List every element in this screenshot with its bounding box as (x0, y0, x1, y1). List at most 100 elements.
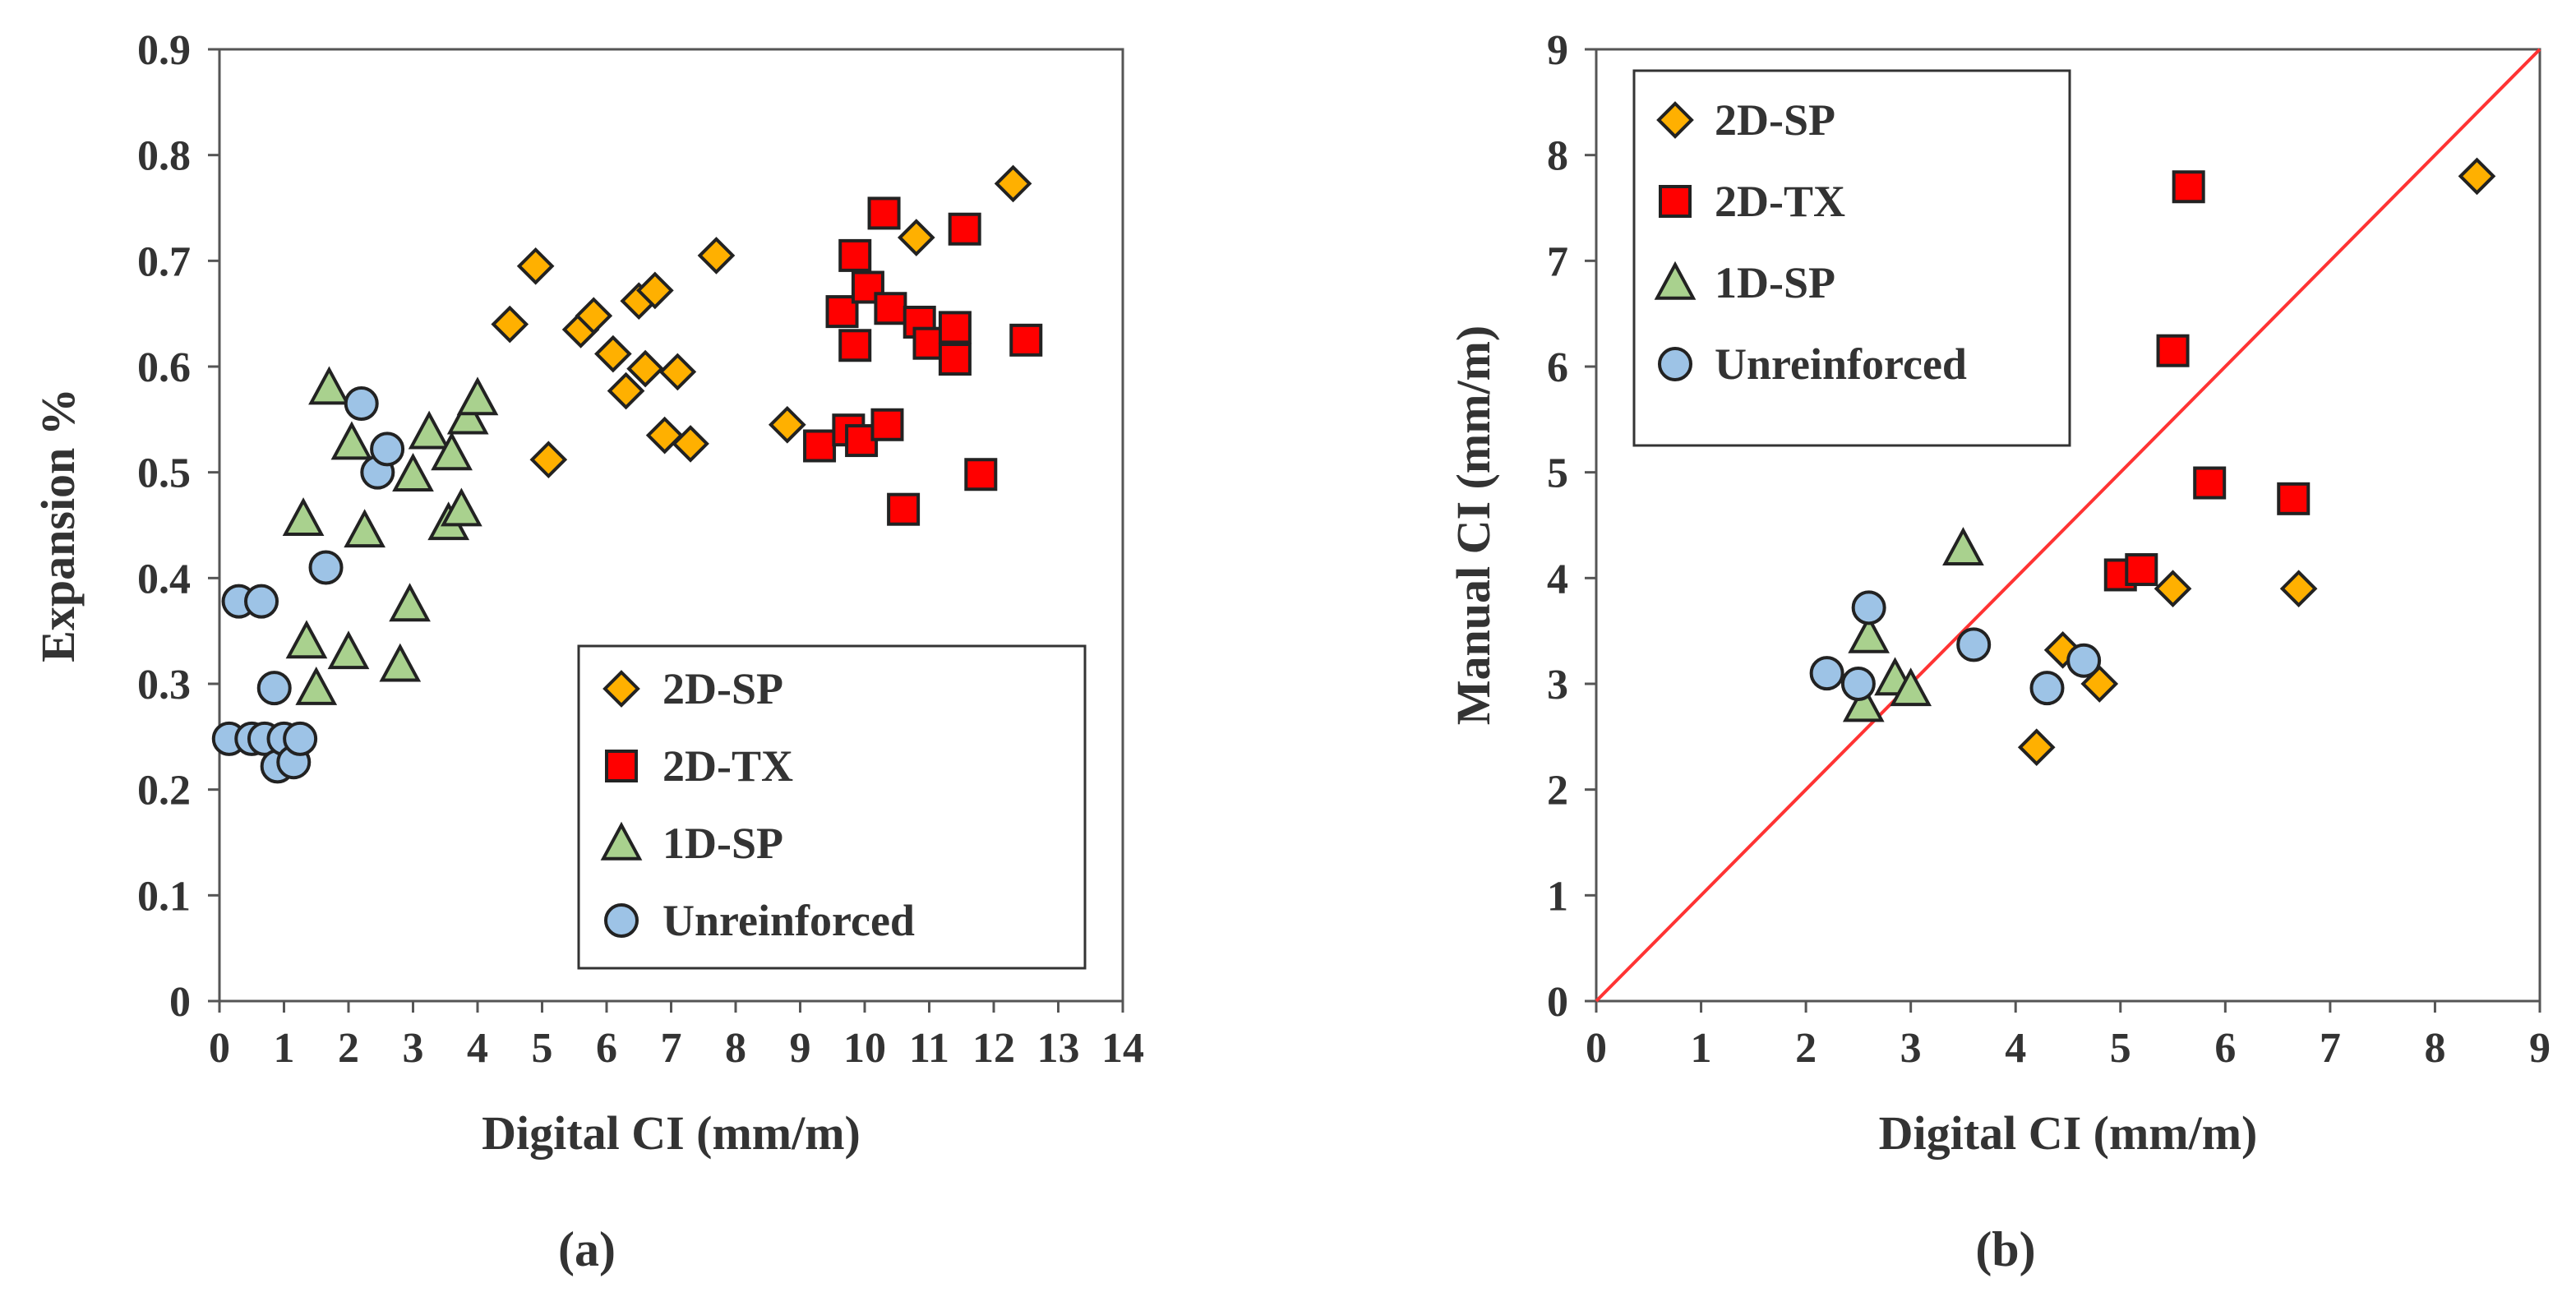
legend-marker (600, 821, 643, 861)
series-2d-tx (2103, 170, 2311, 592)
data-point (370, 431, 405, 467)
data-point (2279, 570, 2318, 608)
x-tick-label: 0 (209, 1025, 230, 1072)
panel-label: (b) (1975, 1222, 2035, 1276)
y-tick-label: 8 (1547, 133, 1568, 180)
data-point (392, 453, 434, 491)
x-axis-title: Digital CI (mm/m) (482, 1106, 861, 1160)
y-tick-label: 5 (1547, 450, 1568, 497)
data-point (768, 405, 806, 444)
reference-line (1595, 48, 2541, 1003)
data-point (1009, 323, 1043, 357)
y-tick-label: 9 (1547, 27, 1568, 74)
legend-label: 1D-SP (662, 819, 783, 868)
data-point (344, 386, 379, 422)
x-tick-label: 7 (661, 1025, 682, 1072)
data-point (867, 196, 901, 230)
legend-label: Unreinforced (662, 896, 915, 945)
legend-label: Unreinforced (1715, 339, 1967, 389)
y-tick-label: 0.7 (137, 238, 191, 285)
data-point (2154, 570, 2192, 608)
x-tick-label: 1 (274, 1025, 295, 1072)
legend-marker (605, 750, 638, 782)
data-point (874, 292, 907, 325)
data-point (244, 584, 279, 619)
data-point (308, 550, 344, 585)
legend-marker (1658, 347, 1692, 381)
x-tick-label: 6 (596, 1025, 617, 1072)
data-point (491, 305, 529, 344)
data-point (658, 353, 697, 391)
y-tick-label: 6 (1547, 344, 1568, 391)
data-point (446, 395, 489, 435)
data-point (2017, 728, 2056, 767)
data-point (344, 509, 385, 548)
data-point (327, 630, 370, 670)
data-point (1851, 590, 1886, 625)
data-point (516, 247, 555, 285)
data-point (2277, 482, 2311, 515)
data-point (2029, 671, 2065, 706)
data-point (838, 329, 872, 362)
data-point (389, 583, 431, 622)
data-point (441, 487, 482, 527)
y-tick-label: 0.2 (137, 768, 191, 815)
data-point (282, 497, 325, 536)
data-point (295, 666, 338, 705)
data-point (2458, 157, 2496, 196)
legend-label: 2D-SP (662, 664, 783, 713)
series-2d-sp (2017, 157, 2496, 767)
data-point (938, 342, 972, 376)
legend-marker (604, 903, 639, 938)
data-point (1840, 667, 1876, 701)
y-tick-label: 7 (1547, 238, 1568, 285)
x-tick-label: 3 (403, 1025, 424, 1072)
data-point (1890, 667, 1932, 707)
legend-label: 2D-SP (1715, 95, 1835, 145)
x-tick-label: 5 (532, 1025, 553, 1072)
data-point (626, 349, 664, 388)
data-point (456, 376, 499, 416)
data-point (529, 441, 568, 479)
data-point (607, 371, 645, 410)
data-point (1956, 627, 1992, 662)
legend-label: 2D-TX (662, 741, 793, 791)
y-tick-label: 2 (1547, 768, 1568, 815)
y-tick-label: 0.8 (137, 133, 191, 180)
data-point (897, 219, 935, 256)
data-point (1942, 527, 1984, 566)
data-point (803, 429, 837, 463)
x-tick-label: 2 (1795, 1025, 1817, 1072)
plot-area-b (1595, 48, 2541, 1003)
x-tick-label: 9 (2529, 1025, 2551, 1072)
legend-marker (602, 670, 640, 708)
legend-marker (1659, 185, 1692, 218)
x-tick-label: 7 (2320, 1025, 2341, 1072)
data-point (1842, 683, 1885, 722)
series-unreinforced (1809, 590, 2102, 706)
data-point (408, 410, 450, 450)
data-point (948, 212, 981, 246)
y-axis-title: Expansion % (31, 388, 85, 662)
data-point (887, 492, 921, 526)
series-2d-tx (803, 196, 1043, 526)
data-point (672, 425, 709, 463)
data-point (2066, 643, 2102, 678)
legend-marker (1654, 261, 1697, 300)
y-tick-label: 0.1 (137, 873, 191, 920)
data-point (283, 721, 318, 756)
x-axis-title: Digital CI (mm/m) (1879, 1106, 2258, 1160)
legend: 2D-SP 2D-TX 1D-SP Unreinforced (577, 644, 1087, 970)
x-tick-label: 0 (1586, 1025, 1607, 1072)
x-tick-label: 11 (909, 1025, 949, 1072)
series-1d-sp (1842, 527, 1984, 722)
y-tick-label: 0 (169, 979, 191, 1026)
x-tick-label: 4 (2005, 1025, 2026, 1072)
y-tick-label: 0.9 (137, 27, 191, 74)
series-unreinforced (211, 386, 405, 784)
x-tick-label: 8 (725, 1025, 746, 1072)
chart-a: 0 1 2 3 4 5 6 7 8 9 10 11 12 13 1400.10.20.30.40.50.60… (31, 27, 1144, 1276)
y-tick-label: 0.3 (137, 662, 191, 708)
x-tick-label: 14 (1101, 1025, 1144, 1072)
